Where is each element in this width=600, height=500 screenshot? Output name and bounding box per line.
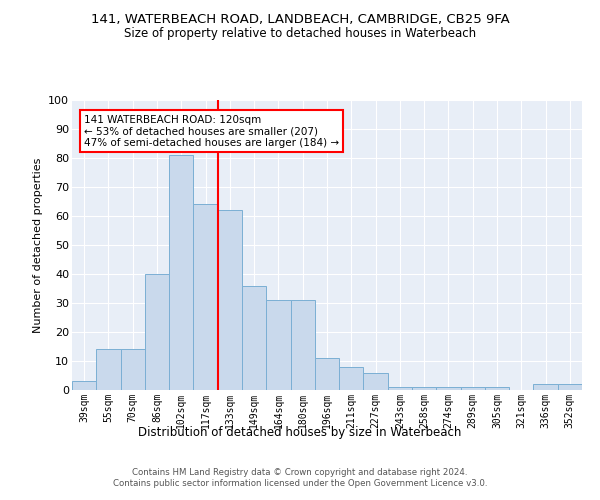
Bar — [72, 382, 96, 390]
Bar — [485, 387, 509, 390]
Bar — [169, 155, 193, 390]
Bar — [461, 387, 485, 390]
Text: 141, WATERBEACH ROAD, LANDBEACH, CAMBRIDGE, CB25 9FA: 141, WATERBEACH ROAD, LANDBEACH, CAMBRID… — [91, 12, 509, 26]
Bar — [145, 274, 169, 390]
Bar — [96, 350, 121, 390]
Bar — [218, 210, 242, 390]
Text: 141 WATERBEACH ROAD: 120sqm
← 53% of detached houses are smaller (207)
47% of se: 141 WATERBEACH ROAD: 120sqm ← 53% of det… — [84, 114, 339, 148]
Bar — [388, 387, 412, 390]
Bar — [242, 286, 266, 390]
Bar — [193, 204, 218, 390]
Bar — [121, 350, 145, 390]
Bar — [412, 387, 436, 390]
Bar — [290, 300, 315, 390]
Bar — [558, 384, 582, 390]
Bar — [315, 358, 339, 390]
Bar — [339, 367, 364, 390]
Bar — [533, 384, 558, 390]
Text: Contains HM Land Registry data © Crown copyright and database right 2024.
Contai: Contains HM Land Registry data © Crown c… — [113, 468, 487, 487]
Bar — [364, 372, 388, 390]
Y-axis label: Number of detached properties: Number of detached properties — [32, 158, 43, 332]
Bar — [436, 387, 461, 390]
Text: Distribution of detached houses by size in Waterbeach: Distribution of detached houses by size … — [139, 426, 461, 439]
Bar — [266, 300, 290, 390]
Text: Size of property relative to detached houses in Waterbeach: Size of property relative to detached ho… — [124, 28, 476, 40]
